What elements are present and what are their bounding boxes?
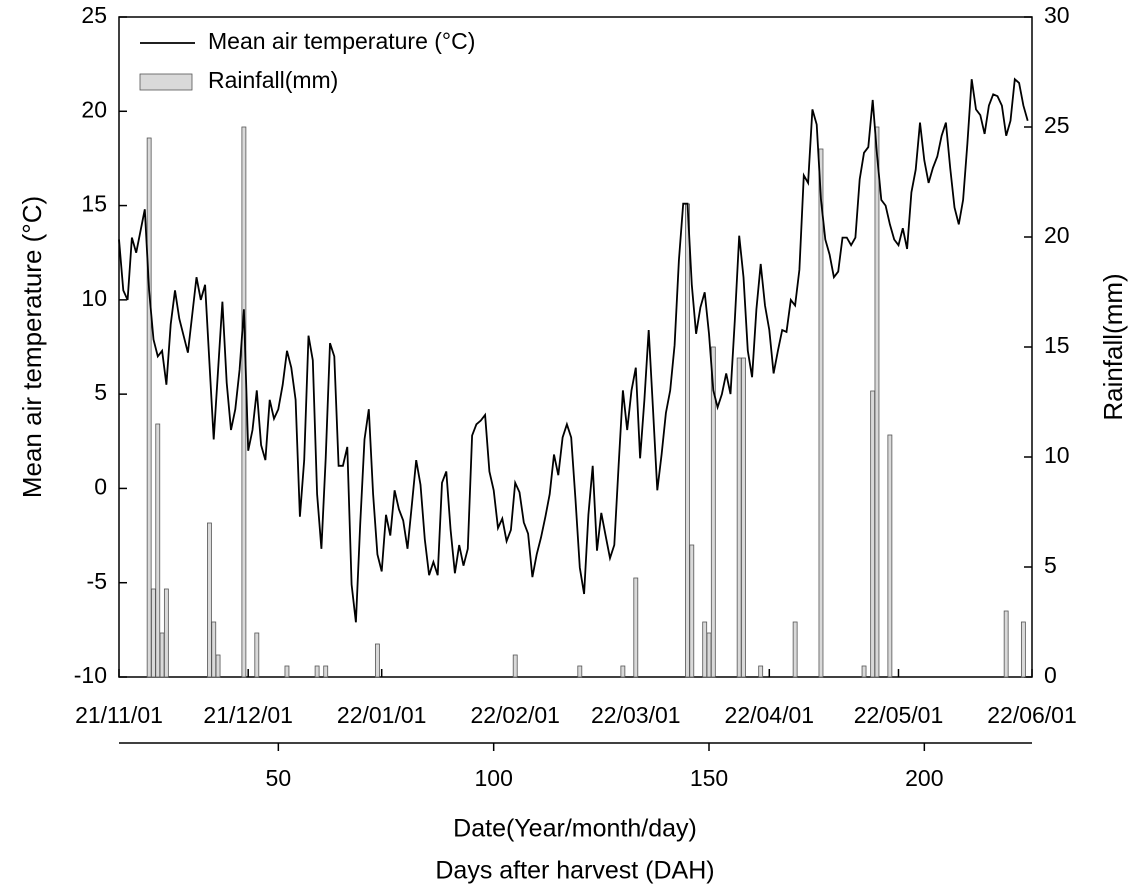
rain-bar [689, 544, 695, 678]
y-axis-title: Mean air temperature (°C) [17, 196, 47, 498]
y2-tick-label: 0 [1044, 662, 1057, 688]
plot-frame [118, 16, 1033, 678]
y2-tick-label: 20 [1044, 222, 1070, 248]
rain-bar [314, 665, 320, 678]
rain-bar [741, 357, 746, 678]
x-tick-label: 21/11/01 [75, 702, 163, 728]
rain-bar [792, 621, 798, 678]
rain-bar [870, 390, 876, 678]
y2-tick-label: 25 [1044, 112, 1070, 138]
legend-bar [139, 73, 193, 91]
x2-tick-label: 150 [690, 765, 728, 791]
x-tick-label: 22/05/01 [854, 702, 944, 728]
rain-bar [207, 522, 212, 678]
rain-bar [512, 654, 518, 678]
rain-bar [215, 654, 221, 678]
x-tick-label: 22/06/01 [987, 702, 1077, 728]
rain-bar [163, 588, 169, 678]
rain-bar [818, 148, 824, 678]
rain-bar [151, 588, 156, 678]
y2-tick-label: 10 [1044, 442, 1070, 468]
legend-label: Rainfall(mm) [208, 67, 338, 93]
rain-bar [887, 434, 893, 678]
rain-bar [685, 203, 690, 678]
rain-bar [284, 665, 290, 678]
rain-bar [155, 423, 161, 678]
x-tick-label: 21/12/01 [203, 702, 293, 728]
rain-bar [254, 632, 260, 678]
x-tick-label: 22/01/01 [337, 702, 427, 728]
x2-tick-label: 200 [905, 765, 943, 791]
rain-bar [861, 665, 867, 678]
rain-bar [1003, 610, 1009, 678]
x2-tick-label: 100 [474, 765, 512, 791]
rain-bar [146, 137, 152, 678]
x2-tick-label: 50 [266, 765, 292, 791]
rain-bar [211, 621, 217, 678]
rain-bar [323, 665, 329, 678]
rain-bar [1020, 621, 1026, 678]
rain-bar [710, 346, 716, 678]
y2-tick-label: 5 [1044, 552, 1057, 578]
rain-bar [620, 665, 626, 678]
y-tick-label: 5 [94, 379, 107, 405]
rain-bar [374, 643, 380, 678]
rain-bar [702, 621, 708, 678]
x-tick-label: 22/04/01 [725, 702, 815, 728]
rain-bar [577, 665, 583, 678]
rain-bar [706, 632, 712, 678]
y-tick-label: 25 [81, 2, 107, 28]
y2-axis-title: Rainfall(mm) [1098, 273, 1128, 420]
x-axis-title: Date(Year/month/day) [453, 815, 697, 843]
rain-bar [736, 357, 742, 678]
x-tick-label: 22/02/01 [470, 702, 560, 728]
y-tick-label: -10 [74, 662, 107, 688]
rain-bar [241, 126, 247, 678]
rain-bar [633, 577, 639, 678]
y2-tick-label: 30 [1044, 2, 1070, 28]
rain-bar [758, 665, 764, 678]
y-tick-label: 10 [81, 285, 107, 311]
rain-bar [159, 632, 165, 678]
temperature-line [118, 77, 1029, 623]
y-tick-label: 15 [81, 191, 107, 217]
rain-bar [874, 126, 880, 678]
legend-label: Mean air temperature (°C) [208, 28, 475, 54]
y-tick-label: 20 [81, 96, 107, 122]
y-tick-label: -5 [87, 568, 107, 594]
y-tick-label: 0 [94, 474, 107, 500]
y2-tick-label: 15 [1044, 332, 1070, 358]
x2-axis-title: Days after harvest (DAH) [435, 857, 714, 885]
x-tick-label: 22/03/01 [591, 702, 681, 728]
